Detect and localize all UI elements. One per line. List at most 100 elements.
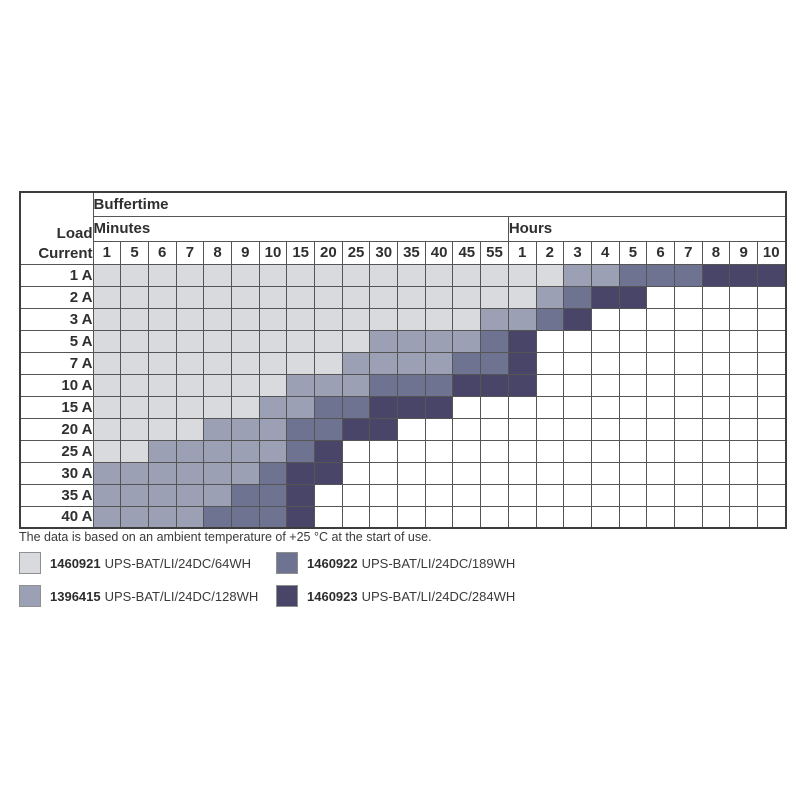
buffertime-cell: [147, 285, 177, 309]
column-header-minutes-1: 1: [92, 240, 122, 265]
column-header-minutes-8: 8: [203, 240, 232, 265]
buffertime-cell: [341, 285, 371, 309]
buffertime-cell: [341, 373, 371, 397]
buffertime-cell: [452, 461, 482, 485]
legend-item: 1460922 UPS-BAT/LI/24DC/189WH: [276, 552, 515, 574]
table-row: 7 A: [19, 351, 787, 375]
buffertime-cell: [701, 395, 731, 419]
buffertime-cell: [175, 505, 205, 529]
column-header-minutes-25: 25: [341, 240, 371, 265]
buffertime-cell: [646, 373, 675, 397]
table-row: 20 A: [19, 417, 787, 441]
buffertime-cell: [120, 439, 149, 463]
legend-part-number: 1460923: [307, 588, 358, 604]
buffertime-cell: [618, 483, 648, 507]
buffertime-cell: [729, 395, 758, 419]
buffertime-cell: [563, 505, 592, 529]
buffertime-cell: [92, 373, 122, 397]
buffertime-cell: [175, 483, 205, 507]
buffertime-cell: [535, 439, 565, 463]
column-header-minutes-30: 30: [369, 240, 399, 265]
table-row: 2 A: [19, 285, 787, 309]
buffertime-cell: [646, 351, 675, 375]
y-axis-label-line2: Current: [38, 244, 93, 262]
buffertime-cell: [480, 285, 509, 309]
buffertime-cell: [673, 373, 703, 397]
buffertime-cell: [341, 439, 371, 463]
row-label: 30 A: [19, 461, 94, 485]
buffertime-cell: [563, 439, 592, 463]
buffertime-cell: [756, 307, 787, 331]
buffertime-cell: [314, 439, 343, 463]
buffertime-cell: [535, 505, 565, 529]
row-label: 35 A: [19, 483, 94, 507]
buffertime-cell: [535, 351, 565, 375]
row-label: 20 A: [19, 417, 94, 441]
buffertime-cell: [341, 417, 371, 441]
buffertime-cell: [175, 351, 205, 375]
buffertime-cell: [314, 483, 343, 507]
buffertime-cell: [286, 285, 315, 309]
y-axis-label: Load Current: [19, 191, 94, 265]
buffertime-cell: [258, 439, 288, 463]
buffertime-cell: [341, 483, 371, 507]
legend-item: 1460921 UPS-BAT/LI/24DC/64WH: [19, 552, 251, 574]
buffertime-cell: [535, 373, 565, 397]
buffertime-cell: [480, 351, 509, 375]
buffertime-cell: [480, 483, 509, 507]
column-header-hours-7: 7: [673, 240, 703, 265]
buffertime-cell: [646, 439, 675, 463]
buffertime-cell: [397, 439, 426, 463]
buffertime-cell: [175, 285, 205, 309]
buffertime-cell: [369, 439, 399, 463]
buffertime-cell: [563, 395, 592, 419]
buffertime-cell: [590, 307, 620, 331]
column-header-minutes-5: 5: [120, 240, 149, 265]
buffertime-cell: [452, 329, 482, 353]
buffertime-cell: [314, 285, 343, 309]
column-group-minutes: Minutes: [92, 215, 509, 242]
buffertime-cell: [203, 417, 232, 441]
row-label: 10 A: [19, 373, 94, 397]
buffertime-cell: [230, 285, 260, 309]
column-header-hours-2: 2: [535, 240, 565, 265]
buffertime-cell: [203, 483, 232, 507]
row-label: 25 A: [19, 439, 94, 463]
buffertime-cell: [147, 307, 177, 331]
table-row: 15 A: [19, 395, 787, 419]
buffertime-cell: [756, 483, 787, 507]
buffertime-cell: [452, 483, 482, 507]
buffertime-cell: [452, 505, 482, 529]
buffertime-cell: [230, 329, 260, 353]
buffertime-cell: [230, 373, 260, 397]
buffertime-cell: [535, 263, 565, 287]
buffertime-cell: [729, 329, 758, 353]
buffertime-cell: [258, 285, 288, 309]
buffertime-cell: [618, 373, 648, 397]
buffertime-cell: [756, 461, 787, 485]
buffertime-cell: [673, 351, 703, 375]
buffertime-cell: [563, 483, 592, 507]
column-header-minutes-35: 35: [397, 240, 426, 265]
buffertime-cell: [618, 263, 648, 287]
column-header-hours-6: 6: [646, 240, 675, 265]
legend-swatch: [276, 552, 298, 574]
buffertime-cell: [92, 483, 122, 507]
buffertime-cell: [535, 461, 565, 485]
buffertime-cell: [729, 373, 758, 397]
buffertime-cell: [120, 285, 149, 309]
buffertime-cell: [507, 329, 537, 353]
buffertime-cell: [230, 307, 260, 331]
buffertime-cell: [314, 351, 343, 375]
buffertime-cell: [424, 483, 454, 507]
buffertime-cell: [203, 351, 232, 375]
buffertime-cell: [535, 307, 565, 331]
buffertime-cell: [120, 307, 149, 331]
buffertime-cell: [673, 483, 703, 507]
legend-label: 1460921 UPS-BAT/LI/24DC/64WH: [50, 555, 252, 571]
buffertime-cell: [286, 439, 315, 463]
row-label: 7 A: [19, 351, 94, 375]
buffertime-cell: [563, 263, 592, 287]
buffertime-cell: [480, 461, 509, 485]
